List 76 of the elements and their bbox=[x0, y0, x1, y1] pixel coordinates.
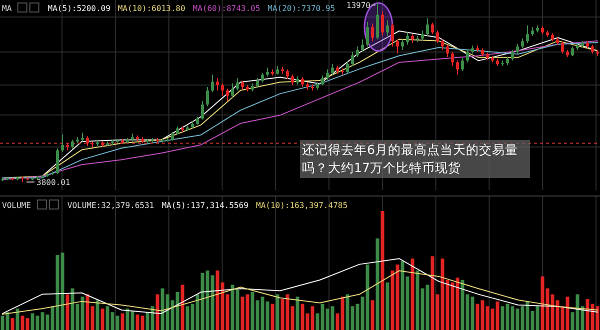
bar bbox=[16, 308, 20, 330]
candlestick bbox=[236, 78, 239, 91]
candlestick bbox=[231, 82, 234, 98]
candlestick bbox=[331, 64, 334, 76]
candlestick bbox=[206, 86, 209, 107]
candlestick bbox=[441, 38, 444, 50]
candlestick bbox=[366, 21, 369, 47]
candlestick bbox=[521, 38, 524, 49]
candlestick bbox=[406, 32, 409, 46]
candlestick bbox=[286, 68, 289, 80]
candlestick bbox=[346, 60, 349, 74]
candlestick bbox=[291, 74, 294, 86]
text: MA(10):6013.80 bbox=[118, 4, 186, 13]
candlestick bbox=[261, 72, 264, 84]
bar bbox=[386, 282, 390, 330]
candlestick bbox=[526, 24, 529, 44]
candlestick bbox=[86, 136, 89, 146]
candlestick bbox=[466, 48, 469, 63]
candlestick bbox=[401, 38, 404, 50]
candlestick bbox=[426, 18, 429, 36]
candlestick bbox=[221, 82, 224, 96]
candlestick bbox=[456, 60, 459, 76]
bar bbox=[276, 294, 280, 330]
bar bbox=[156, 294, 160, 330]
bar bbox=[120, 313, 124, 330]
candlestick bbox=[326, 68, 329, 80]
text: MA(60):8743.05 bbox=[192, 4, 260, 13]
candlestick bbox=[446, 44, 449, 58]
text: VOLUME:32,379.6531 bbox=[67, 201, 154, 210]
candlestick bbox=[256, 78, 259, 88]
legend-title: MA bbox=[2, 4, 12, 13]
bar bbox=[100, 308, 104, 330]
candlestick bbox=[391, 23, 394, 47]
candlestick bbox=[56, 148, 59, 175]
candlestick bbox=[421, 30, 424, 41]
text: MA(20):7370.95 bbox=[268, 4, 336, 13]
candlestick bbox=[396, 38, 399, 54]
candlestick bbox=[511, 49, 514, 62]
candlestick bbox=[211, 74, 214, 93]
candlestick bbox=[451, 51, 454, 66]
candlestick bbox=[561, 40, 564, 54]
candlestick bbox=[431, 22, 434, 35]
candlestick bbox=[356, 46, 359, 58]
bar bbox=[376, 238, 380, 330]
annotation: 13970 bbox=[346, 1, 371, 10]
bar bbox=[270, 304, 274, 330]
candlestick bbox=[61, 134, 64, 153]
text: MA(5):5200.09 bbox=[48, 4, 111, 13]
candlestick bbox=[216, 78, 219, 91]
candlestick bbox=[516, 43, 519, 54]
candlestick bbox=[361, 38, 364, 52]
bar bbox=[296, 296, 300, 330]
text: MA(5):137,314.5569 bbox=[162, 201, 249, 210]
bar bbox=[370, 300, 374, 330]
legend-title: VOLUME bbox=[2, 201, 32, 210]
candlestick bbox=[351, 51, 354, 66]
candlestick bbox=[226, 88, 229, 102]
bar bbox=[96, 300, 100, 330]
candlestick bbox=[301, 76, 304, 88]
annotation: 还记得去年6月的最高点当天的交易量吗？大约17万个比特币现货 bbox=[300, 140, 530, 178]
text: MA(10):163,397.4785 bbox=[256, 201, 348, 210]
candlestick bbox=[381, 10, 384, 36]
annotation: 3800.01 bbox=[36, 178, 70, 187]
bar bbox=[410, 258, 414, 330]
bar bbox=[180, 284, 184, 330]
candlestick bbox=[376, 2, 379, 40]
candlestick bbox=[571, 46, 574, 57]
candlestick bbox=[321, 75, 324, 86]
candlestick bbox=[371, 23, 374, 42]
bar bbox=[10, 318, 14, 330]
candlestick bbox=[386, 20, 389, 36]
candlestick bbox=[436, 30, 439, 44]
candlestick bbox=[201, 100, 204, 120]
candlestick bbox=[461, 57, 464, 72]
bar bbox=[66, 294, 70, 330]
bar bbox=[380, 211, 384, 330]
